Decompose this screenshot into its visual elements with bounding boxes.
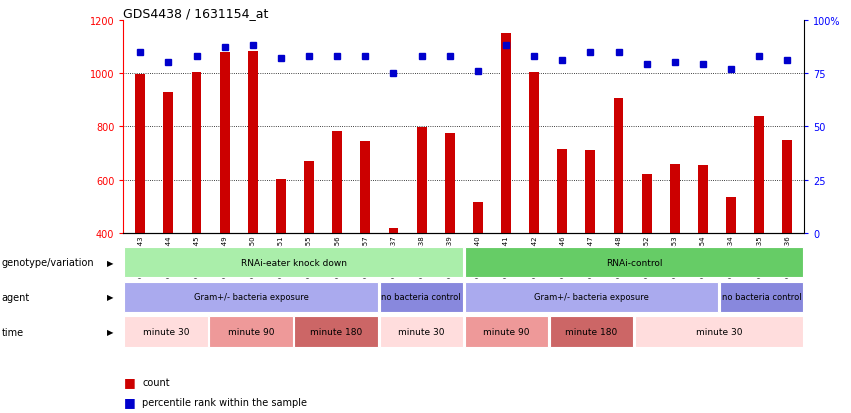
- Text: minute 90: minute 90: [228, 328, 274, 337]
- Bar: [417, 128, 426, 233]
- Bar: [389, 228, 398, 233]
- Text: Gram+/- bacteria exposure: Gram+/- bacteria exposure: [194, 292, 308, 301]
- Text: ■: ■: [123, 395, 135, 408]
- Bar: [810, 209, 820, 233]
- Bar: [614, 99, 624, 233]
- Bar: [304, 162, 314, 233]
- Bar: [191, 73, 202, 233]
- Text: no bacteria control: no bacteria control: [381, 292, 461, 301]
- FancyBboxPatch shape: [635, 316, 803, 348]
- Bar: [585, 151, 596, 233]
- Bar: [163, 93, 174, 233]
- Bar: [782, 141, 792, 233]
- Bar: [361, 142, 370, 233]
- FancyBboxPatch shape: [465, 316, 548, 348]
- FancyBboxPatch shape: [550, 316, 633, 348]
- Text: ■: ■: [123, 375, 135, 389]
- FancyBboxPatch shape: [209, 316, 293, 348]
- FancyBboxPatch shape: [124, 248, 463, 278]
- Bar: [248, 52, 258, 233]
- Text: genotype/variation: genotype/variation: [2, 258, 94, 268]
- Text: ▶: ▶: [106, 328, 113, 337]
- Bar: [473, 203, 483, 233]
- Text: GDS4438 / 1631154_at: GDS4438 / 1631154_at: [123, 7, 269, 19]
- FancyBboxPatch shape: [380, 282, 463, 312]
- Text: minute 30: minute 30: [696, 328, 742, 337]
- FancyBboxPatch shape: [124, 316, 208, 348]
- Text: Gram+/- bacteria exposure: Gram+/- bacteria exposure: [534, 292, 648, 301]
- FancyBboxPatch shape: [294, 316, 378, 348]
- Text: percentile rank within the sample: percentile rank within the sample: [142, 397, 307, 407]
- Bar: [445, 134, 454, 233]
- Text: agent: agent: [2, 292, 30, 302]
- Text: RNAi-control: RNAi-control: [606, 258, 662, 267]
- Text: no bacteria control: no bacteria control: [722, 292, 802, 301]
- FancyBboxPatch shape: [465, 248, 803, 278]
- Bar: [501, 34, 511, 233]
- Bar: [276, 180, 286, 233]
- FancyBboxPatch shape: [124, 282, 378, 312]
- Bar: [754, 116, 764, 233]
- Bar: [726, 198, 736, 233]
- Text: minute 30: minute 30: [143, 328, 189, 337]
- Bar: [332, 131, 342, 233]
- Bar: [135, 75, 146, 233]
- Text: minute 90: minute 90: [483, 328, 529, 337]
- Bar: [220, 53, 230, 233]
- FancyBboxPatch shape: [380, 316, 463, 348]
- Text: RNAi-eater knock down: RNAi-eater knock down: [241, 258, 346, 267]
- Text: minute 30: minute 30: [398, 328, 444, 337]
- FancyBboxPatch shape: [465, 282, 718, 312]
- Text: count: count: [142, 377, 169, 387]
- Bar: [670, 164, 680, 233]
- Bar: [529, 73, 539, 233]
- Bar: [557, 150, 567, 233]
- Bar: [698, 166, 708, 233]
- Text: minute 180: minute 180: [565, 328, 618, 337]
- Text: minute 180: minute 180: [310, 328, 363, 337]
- FancyBboxPatch shape: [720, 282, 803, 312]
- Text: time: time: [2, 327, 24, 337]
- Text: ▶: ▶: [106, 258, 113, 267]
- Bar: [642, 174, 652, 233]
- Text: ▶: ▶: [106, 292, 113, 301]
